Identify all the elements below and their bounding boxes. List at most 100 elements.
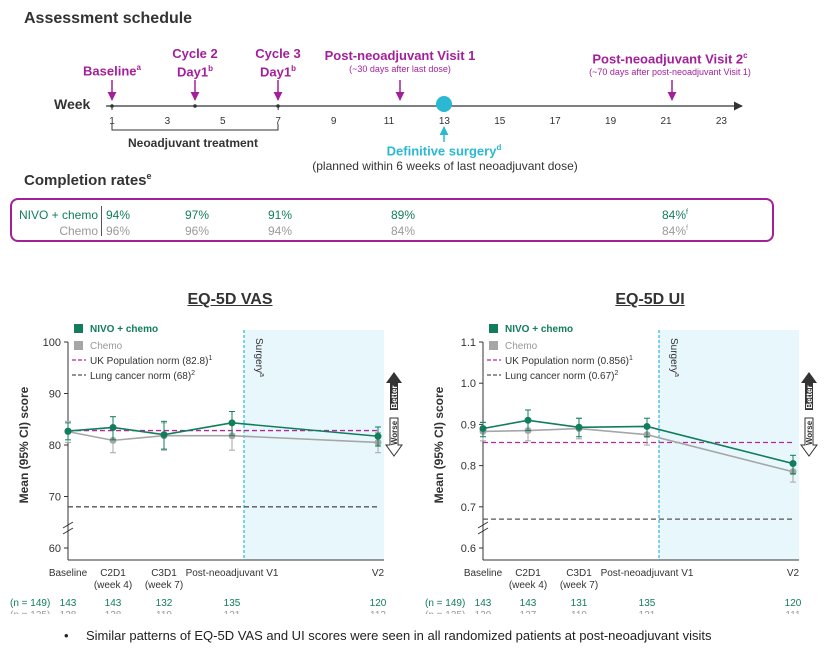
week-tick-7: 7	[275, 116, 281, 127]
legend-ref-label: UK Population norm (82.8)1	[90, 355, 212, 367]
worse-arrow	[385, 417, 403, 457]
surgery-vertical-label: Surgerya	[253, 338, 265, 377]
better-label: Better	[390, 385, 399, 408]
week-ticks: 1 3 5 7 9 11 13 15 17 19 21 23	[109, 104, 727, 127]
x-tick-sublabel: (week 7)	[560, 580, 598, 591]
surgery-label-sup: d	[496, 143, 502, 152]
week-tick-21: 21	[660, 116, 672, 127]
data-point-nivo	[479, 425, 487, 433]
week-label: Week	[54, 96, 91, 112]
surgery-note: (planned within 6 weeks of last neoadjuv…	[312, 159, 578, 173]
timeline-svg: 1 3 5 7 9 11 13 15 17 19 21 23	[106, 80, 743, 142]
y-tick-label: 100	[43, 337, 61, 349]
completion-box	[10, 198, 774, 242]
data-point-nivo	[524, 416, 532, 424]
chart-vas: Surgerya 60 70 80 90 100 Mean (95% CI) score Ba…	[10, 324, 403, 614]
y-tick-label: 90	[49, 389, 61, 401]
n-chemo: 111	[785, 610, 801, 614]
n-chemo: 112	[370, 610, 386, 614]
n-nivo: 135	[224, 598, 241, 609]
visit-pnv2-note: (~70 days after post-neoadjuvant Visit 1…	[589, 67, 751, 78]
visit-pnv1-label: Post-neoadjuvant Visit 1	[324, 48, 476, 63]
completion-chemo-rate-1: 96%	[106, 224, 131, 238]
x-tick-label: C2D1	[100, 568, 126, 579]
legend-label-nivo: NIVO + chemo	[505, 324, 573, 335]
legend-ref-label: Lung cancer norm (0.67)2	[505, 370, 619, 382]
x-tick-sublabel: (week 4)	[94, 580, 132, 591]
n-nivo: 132	[156, 598, 173, 609]
data-point-nivo	[64, 427, 72, 435]
legend-swatch-chemo	[74, 341, 83, 350]
data-point-nivo	[228, 419, 236, 427]
n-nivo: 143	[520, 598, 537, 609]
y-tick-label: 80	[49, 440, 61, 452]
week-tick-5: 5	[220, 116, 226, 127]
n-label-nivo: (n = 149)	[10, 598, 50, 609]
data-point-chemo	[109, 436, 117, 444]
visit-pnv1-note: (~30 days after last dose)	[349, 64, 451, 74]
surgery-vertical-label: Surgerya	[668, 338, 680, 377]
completion-title-sup: e	[146, 171, 152, 181]
completion-chemo-rate-4: 84%	[391, 224, 416, 238]
data-point-nivo	[789, 460, 797, 468]
visit-cycle3-sup: b	[291, 64, 296, 73]
schedule-title: Assessment schedule	[24, 10, 193, 27]
chart-vas-title: EQ-5D VAS	[187, 291, 273, 308]
worse-label: Worse	[805, 420, 814, 445]
completion-chemo-rate-2: 96%	[185, 224, 210, 238]
n-nivo: 135	[639, 598, 656, 609]
week-tick-15: 15	[494, 116, 506, 127]
y-tick-label: 60	[49, 543, 61, 555]
completion-nivo-rate-3: 91%	[268, 208, 293, 222]
better-arrow	[801, 372, 817, 410]
y-tick-label: 0.9	[461, 419, 476, 431]
n-chemo: 128	[105, 610, 122, 614]
legend-ref-sup: 1	[208, 355, 212, 362]
visit-baseline: Baselinea	[70, 60, 154, 78]
week-tick-17: 17	[550, 116, 562, 127]
y-tick-label: 0.7	[461, 502, 476, 514]
better-arrow	[386, 372, 402, 410]
completion-nivo-rate-5-val: 84%	[662, 208, 687, 222]
visit-cycle3-line1: Cycle 3	[255, 46, 301, 61]
n-nivo: 120	[370, 598, 387, 609]
completion-nivo-rate-1: 94%	[106, 208, 131, 222]
y-tick-label: 1.0	[461, 378, 476, 390]
n-chemo: 121	[224, 610, 241, 614]
post-surgery-shade	[244, 330, 384, 560]
n-label-chemo: (n = 135)	[10, 610, 50, 614]
data-point-nivo	[643, 422, 651, 430]
visit-baseline-sup: a	[136, 63, 141, 72]
legend-swatch-chemo	[489, 341, 498, 350]
data-point-nivo	[575, 423, 583, 431]
n-nivo: 120	[785, 598, 802, 609]
x-tick-label: Baseline	[49, 568, 88, 579]
y-axis-title: Mean (95% CI) score	[17, 386, 31, 503]
data-point-nivo	[160, 431, 168, 439]
worse-label: Worse	[390, 420, 399, 445]
x-tick-sublabel: (week 4)	[509, 580, 547, 591]
n-nivo: 143	[105, 598, 122, 609]
x-tick-label: C2D1	[515, 568, 541, 579]
surgery-vertical-sup: a	[258, 373, 265, 377]
x-tick-label: V2	[372, 568, 385, 579]
n-chemo: 119	[156, 610, 172, 614]
axis-break	[62, 521, 74, 535]
x-tick-sublabel: (week 7)	[145, 580, 183, 591]
visit-dot-0	[110, 104, 114, 108]
completion-chemo-rate-3: 94%	[268, 224, 293, 238]
visit-cycle2-line1: Cycle 2	[172, 46, 218, 61]
week-tick-3: 3	[165, 116, 171, 127]
week-tick-9: 9	[331, 116, 337, 127]
completion-divider	[101, 206, 102, 236]
visit-cycle2: Cycle 2 Day1b	[160, 46, 230, 79]
n-label-chemo: (n = 135)	[425, 610, 465, 614]
n-chemo: 127	[520, 610, 537, 614]
better-label: Better	[805, 385, 814, 408]
completion-chemo-label: Chemo	[59, 224, 98, 238]
week-tick-23: 23	[716, 116, 728, 127]
visit-pnv2-sup: c	[743, 51, 748, 60]
visit-dot-1	[193, 104, 197, 108]
n-chemo: 129	[475, 610, 492, 614]
worse-arrow	[800, 417, 818, 457]
